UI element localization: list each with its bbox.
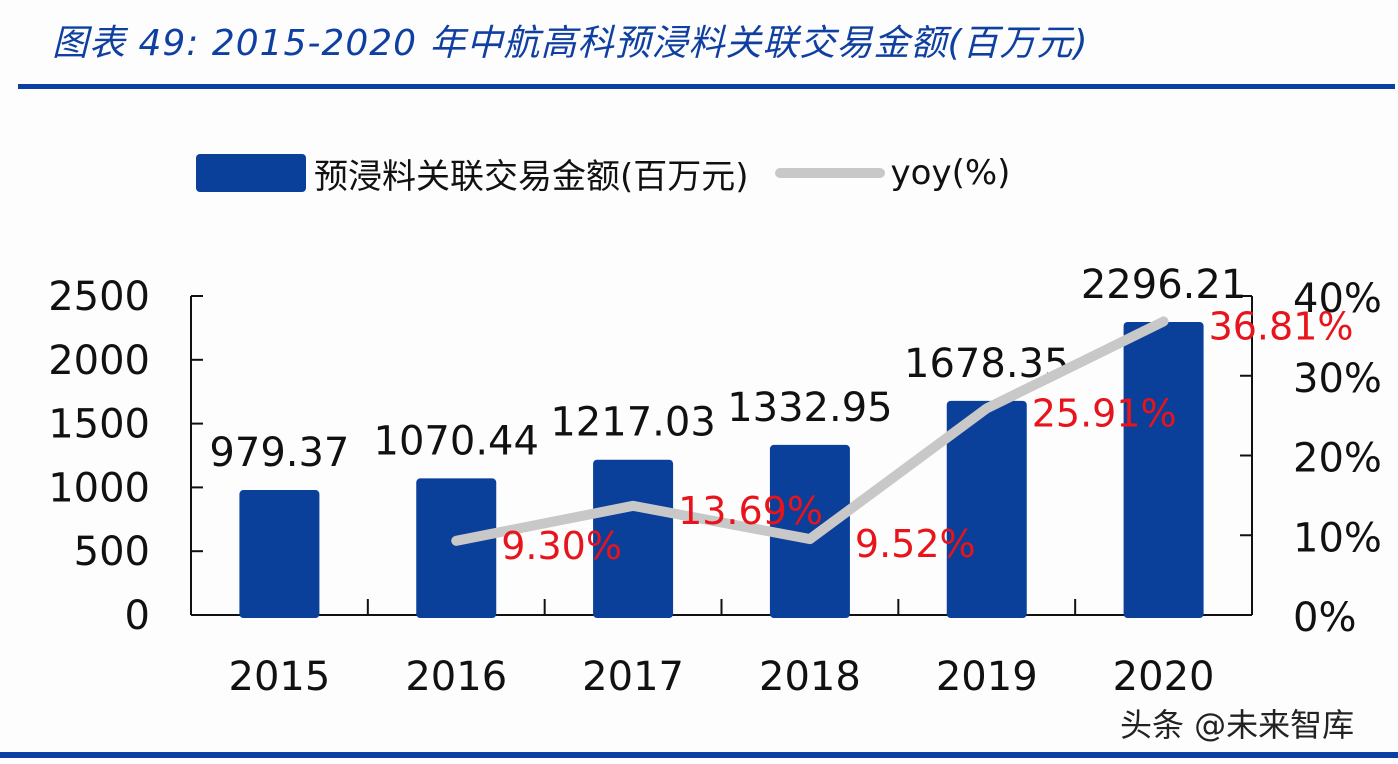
watermark-text: 头条 @未来智库 bbox=[1120, 706, 1355, 744]
left-axis-tick-label: 2000 bbox=[48, 338, 150, 384]
yoy-line bbox=[451, 316, 1169, 546]
right-axis-tick-label: 20% bbox=[1293, 436, 1382, 482]
top-rule-divider bbox=[18, 84, 1395, 89]
chart-legend: 预浸料关联交易金额(百万元) yoy(%) bbox=[196, 148, 1010, 198]
bar-2016 bbox=[416, 478, 497, 618]
legend-bar-label: 预浸料关联交易金额(百万元) bbox=[314, 156, 749, 197]
right-axis-tick-label: 10% bbox=[1293, 515, 1382, 561]
legend-bar-swatch bbox=[196, 154, 306, 192]
x-axis-category-label: 2018 bbox=[759, 654, 861, 700]
x-axis-category-label: 2019 bbox=[936, 654, 1038, 700]
bar-2015 bbox=[239, 490, 320, 618]
x-axis-category-label: 2020 bbox=[1113, 654, 1215, 700]
left-axis-tick-label: 500 bbox=[74, 529, 150, 575]
yoy-value-label: 36.81% bbox=[1209, 304, 1354, 348]
left-axis-tick-label: 1500 bbox=[48, 402, 150, 448]
yoy-value-label: 25.91% bbox=[1032, 391, 1177, 435]
bar-value-label: 2296.21 bbox=[1081, 262, 1246, 308]
yoy-value-label: 9.30% bbox=[501, 524, 622, 568]
bar-2020 bbox=[1123, 322, 1204, 618]
bar-2019 bbox=[946, 400, 1027, 618]
chart-title: 图表 49: 2015-2020 年中航高科预浸料关联交易金额(百万元) bbox=[52, 23, 1089, 64]
right-axis-tick-label: 40% bbox=[1293, 276, 1382, 322]
yoy-value-label: 9.52% bbox=[855, 522, 976, 566]
bar-value-label: 1332.95 bbox=[727, 385, 892, 431]
bar-value-label: 1217.03 bbox=[550, 400, 715, 446]
left-axis-tick-label: 2500 bbox=[48, 274, 150, 320]
bar-2017 bbox=[593, 459, 674, 618]
left-axis-tick-label: 0 bbox=[125, 593, 150, 639]
x-axis-category-label: 2015 bbox=[229, 654, 331, 700]
right-axis-tick-label: 30% bbox=[1293, 356, 1382, 402]
bar-2018 bbox=[769, 444, 850, 618]
yoy-value-label: 13.69% bbox=[678, 489, 823, 533]
right-axis-tick-label: 0% bbox=[1293, 595, 1356, 641]
x-axis-category-label: 2017 bbox=[582, 654, 684, 700]
left-axis-tick-label: 1000 bbox=[48, 465, 150, 511]
bottom-rule-divider bbox=[0, 752, 1398, 758]
bar-value-label: 979.37 bbox=[209, 430, 349, 476]
legend-line-swatch bbox=[774, 168, 885, 178]
x-axis-category-label: 2016 bbox=[405, 654, 507, 700]
bar-value-label: 1070.44 bbox=[374, 418, 539, 464]
legend-line-label: yoy(%) bbox=[890, 153, 1011, 193]
